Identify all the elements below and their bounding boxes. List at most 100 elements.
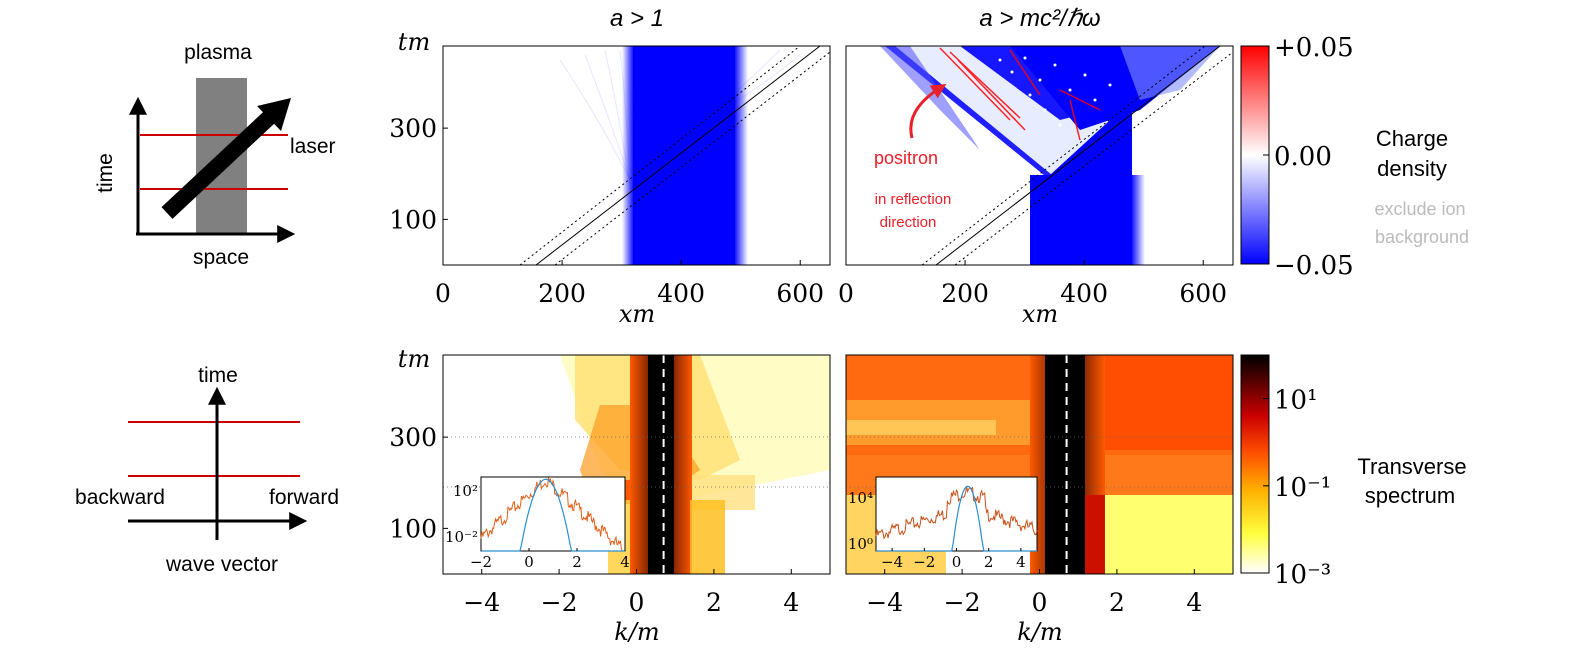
x-tick-label: 0 xyxy=(1032,588,1048,617)
bottom-colorbar-gradient xyxy=(1240,354,1270,574)
x-axis-label-bottom-right: k/m xyxy=(1017,618,1062,646)
inset-y-tick-label: 10⁰ xyxy=(848,535,873,553)
x-tick-label: −4 xyxy=(866,588,903,617)
inset-x-tick-label: −2 xyxy=(913,553,935,571)
inset-x-tick-label: 4 xyxy=(1016,553,1026,571)
schematic-space-time: plasma laser space time xyxy=(94,41,336,269)
laser-arrow-shaft xyxy=(161,106,281,219)
time-label: time xyxy=(94,153,117,193)
inset-narrow-spectrum-left xyxy=(481,478,625,552)
positron-arrow xyxy=(909,84,947,139)
laser-edge-line-2-right xyxy=(954,51,1233,265)
inset-x-tick-label: 2 xyxy=(984,553,994,571)
y-tick-label: 100 xyxy=(389,205,437,234)
bottom-left-inset-ticks: −2 0 2 4 10² 10⁻² xyxy=(445,482,630,571)
top-right-ticks: 0 200 400 600 xyxy=(838,260,1227,308)
y-tick-label: 300 xyxy=(389,114,437,143)
inset-narrow-spectrum-right xyxy=(876,485,1037,552)
bottom-left-inset: −2 0 2 4 10² 10⁻² xyxy=(445,476,630,571)
top-right-field xyxy=(846,46,1233,265)
bottom-right-plot: −4 −2 0 2 4 −4 −2 0 2 4 10⁴ 10⁰ xyxy=(845,354,1234,617)
column-title-right: a > mc²/ℏω xyxy=(979,5,1100,32)
top-left-ticks: 0 200 400 600 100 300 xyxy=(389,114,824,308)
top-left-plasma xyxy=(633,46,735,265)
bottom-right-ticks: −4 −2 0 2 4 xyxy=(866,569,1202,617)
backward-label: backward xyxy=(75,486,165,509)
wave-vector-label: wave vector xyxy=(165,553,278,576)
positron-label: positron xyxy=(874,148,938,168)
bottom-colorbar: 10¹ 10⁻¹ 10⁻³ xyxy=(1240,354,1331,590)
top-colorbar: +0.05 0.00 −0.05 xyxy=(1240,33,1354,281)
exclude-ion-label-line1: exclude ion xyxy=(1374,199,1465,219)
colorbar-tick-label: −0.05 xyxy=(1274,251,1354,281)
inset-broad-spectrum-left xyxy=(480,477,625,552)
top-right-frame xyxy=(845,45,1234,266)
transverse-spectrum-label-line1: Transverse xyxy=(1357,454,1466,479)
bottom-right-inset-ticks: −4 −2 0 2 4 10⁴ 10⁰ xyxy=(848,489,1026,571)
laser-edge-line-1-left xyxy=(519,46,801,265)
inset-broad-spectrum-right xyxy=(875,486,1038,540)
laser-arrow-head xyxy=(257,98,291,131)
x-tick-label: 400 xyxy=(657,279,705,308)
colorbar-tick-label: +0.05 xyxy=(1274,33,1354,63)
x-tick-label: −2 xyxy=(944,588,981,617)
bottom-left-plot: −4 −2 0 2 4 100 300 −2 0 2 4 10² 10⁻² xyxy=(389,354,831,617)
top-right-plot: 0 200 400 600 positron in reflection direct… xyxy=(838,45,1234,308)
y-axis-label-top: tm xyxy=(398,28,430,56)
bottom-colorbar-ticks: 10¹ 10⁻¹ 10⁻³ xyxy=(1263,386,1331,590)
inset-y-tick-label: 10² xyxy=(453,482,478,500)
x-tick-label: 600 xyxy=(776,279,824,308)
plasma-label: plasma xyxy=(184,41,252,64)
top-left-plot: 0 200 400 600 100 300 xyxy=(389,45,831,308)
top-left-frame xyxy=(442,45,831,266)
colorbar-tick-label: 10¹ xyxy=(1274,386,1318,416)
inset-y-tick-label: 10⁴ xyxy=(848,489,873,507)
top-right-speckles xyxy=(998,56,1112,127)
exclude-ion-label-line2: background xyxy=(1375,227,1469,247)
x-tick-label: 2 xyxy=(706,588,722,617)
x-axis-label-top-left: xm xyxy=(619,300,655,328)
inset-x-tick-label: 4 xyxy=(620,553,630,571)
y-tick-label: 300 xyxy=(389,423,437,452)
inset-x-tick-label: 0 xyxy=(952,553,962,571)
x-tick-label: 0 xyxy=(435,279,451,308)
top-left-field xyxy=(443,46,830,265)
x-axis-label-bottom-left: k/m xyxy=(614,618,659,646)
y-axis-label-bottom: tm xyxy=(398,345,430,373)
top-right-positron-streaks xyxy=(939,47,1101,141)
charge-density-label-line2: density xyxy=(1377,156,1447,181)
inset-x-tick-label: −2 xyxy=(470,553,492,571)
inset-x-tick-label: 2 xyxy=(572,553,582,571)
x-axis-label-top-right: xm xyxy=(1022,300,1058,328)
x-tick-label: 0 xyxy=(629,588,645,617)
space-label: space xyxy=(193,246,249,269)
reflection-label-line2: direction xyxy=(880,214,937,231)
inset-y-tick-label: 10⁻² xyxy=(445,528,478,546)
x-tick-label: 200 xyxy=(538,279,586,308)
inset-x-tick-label: −4 xyxy=(881,553,903,571)
bottom-left-ticks: −4 −2 0 2 4 100 300 xyxy=(389,423,799,617)
x-tick-label: 200 xyxy=(941,279,989,308)
y-tick-label: 100 xyxy=(389,514,437,543)
x-tick-label: 600 xyxy=(1179,279,1227,308)
x-tick-label: −2 xyxy=(541,588,578,617)
colorbar-tick-label: 10⁻¹ xyxy=(1274,473,1331,503)
laser-label: laser xyxy=(290,135,336,158)
schematic-wave-vector: time backward forward wave vector xyxy=(75,364,339,576)
x-tick-label: 4 xyxy=(1186,588,1202,617)
inset-x-tick-label: 0 xyxy=(524,553,534,571)
colorbar-tick-label: 0.00 xyxy=(1274,142,1332,172)
laser-center-line-left xyxy=(535,46,821,265)
colorbar-tick-label: 10⁻³ xyxy=(1274,560,1331,590)
charge-density-label-line1: Charge xyxy=(1376,126,1448,151)
x-tick-label: 0 xyxy=(838,279,854,308)
top-colorbar-ticks: +0.05 0.00 −0.05 xyxy=(1263,33,1354,281)
time-label-2: time xyxy=(198,364,238,387)
top-right-plasma xyxy=(1030,175,1132,265)
forward-label: forward xyxy=(269,486,339,509)
transverse-spectrum-label-line2: spectrum xyxy=(1365,483,1455,508)
x-tick-label: 400 xyxy=(1060,279,1108,308)
x-tick-label: −4 xyxy=(463,588,500,617)
laser-center-line-right xyxy=(935,46,1221,265)
